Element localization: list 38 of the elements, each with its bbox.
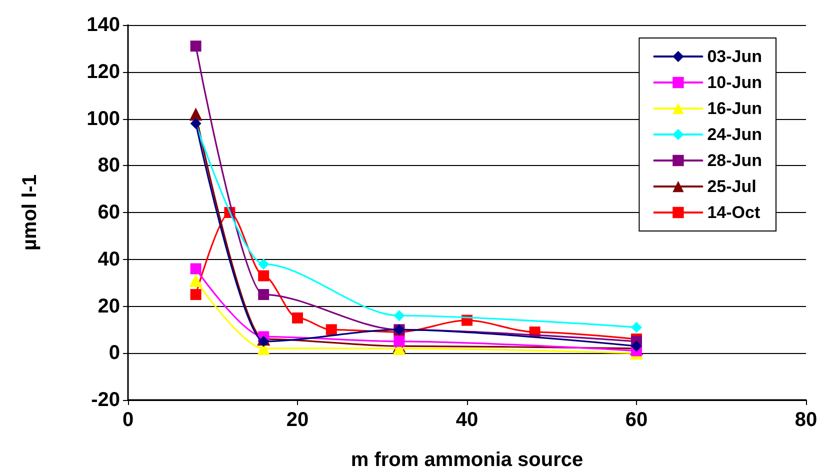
legend-label: 28-Jun <box>707 151 762 170</box>
x-tick-label: 80 <box>794 409 818 431</box>
y-tick-label: 80 <box>98 154 120 177</box>
legend-label: 03-Jun <box>707 47 762 66</box>
point <box>631 322 642 333</box>
point <box>258 336 270 347</box>
x-tick-label: 0 <box>122 409 134 431</box>
legend-label: 25-Jul <box>707 177 756 196</box>
y-tick-label: 60 <box>98 202 120 224</box>
y-tick-label: 100 <box>86 108 120 130</box>
legend-label: 16-Jun <box>707 99 762 118</box>
legend-label: 24-Jun <box>707 125 762 144</box>
y-tick-label: -20 <box>91 389 120 411</box>
point <box>394 336 405 347</box>
y-tick-label: 0 <box>108 342 120 364</box>
point <box>189 274 202 287</box>
point <box>631 340 642 352</box>
y-axis-title: µmol l-1 <box>19 174 41 250</box>
y-tick-label: 120 <box>86 60 120 83</box>
point <box>190 289 202 300</box>
point <box>326 324 337 336</box>
point <box>190 40 202 52</box>
x-tick-label: 40 <box>456 409 478 431</box>
point <box>258 289 270 300</box>
legend-label: 10-Jun <box>707 73 762 92</box>
x-axis-title: m from ammonia source <box>350 449 584 471</box>
point <box>258 258 270 270</box>
x-tick-label: 20 <box>286 409 309 431</box>
y-tick-label: 140 <box>86 14 120 36</box>
x-tick-label: 60 <box>625 409 648 431</box>
y-tick-label: 20 <box>98 295 120 318</box>
point <box>394 310 405 322</box>
point <box>258 270 270 282</box>
legend-label: 14-Oct <box>707 203 760 222</box>
point <box>190 263 202 274</box>
point <box>292 312 303 324</box>
y-tick-label: 40 <box>98 248 120 270</box>
point <box>189 108 202 121</box>
